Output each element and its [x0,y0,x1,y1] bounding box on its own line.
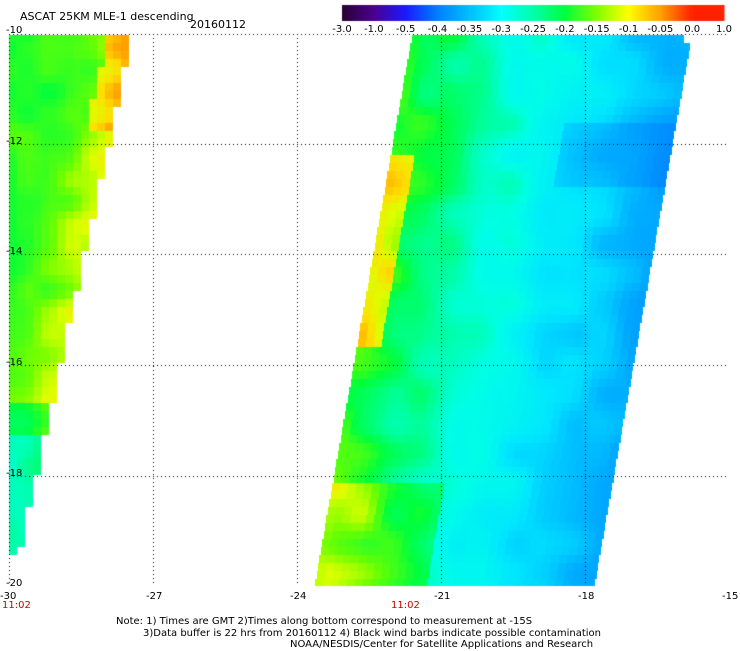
colorbar-label: -0.25 [520,24,546,35]
lat-label-10: -10 [6,25,23,36]
lon-label-15: -15 [722,591,739,602]
lon-label-24: -24 [290,591,307,602]
colorbar-label: -0.05 [647,24,674,35]
colorbar-label: -0.15 [583,24,610,35]
colorbar-label: -0.5 [395,24,416,35]
map-date: 20160112 [190,18,246,31]
swath2-time: 11:02 [391,600,420,611]
map-title: ASCAT 25KM MLE-1 descending [20,10,194,23]
lon-label-27: -27 [146,591,163,602]
lon-label-18: -18 [578,591,595,602]
colorbar-label: 0.0 [684,24,701,35]
colorbar-label: -0.3 [491,24,511,35]
swath1-time: 11:02 [2,600,31,611]
lat-label-14: -14 [6,246,23,257]
note-line-3: NOAA/NESDIS/Center for Satellite Applica… [290,639,594,650]
lat-label-20: -20 [6,578,23,589]
colorbar-label: -0.4 [427,24,448,35]
lon-label-30: -30 [0,591,17,602]
lat-label-12: -12 [6,136,23,147]
note-line-2: 3)Data buffer is 22 hrs from 20160112 4)… [143,628,601,639]
note-line-1: Note: 1) Times are GMT 2)Times along bot… [116,616,533,627]
colorbar-label: -0.1 [618,24,639,35]
colorbar-label: -3.0 [332,24,352,35]
colorbar-label: 1.0 [716,24,732,35]
lon-label-21: -21 [434,591,451,602]
colorbar-label: -1.0 [364,24,384,35]
lat-label-16: -16 [6,357,23,368]
colorbar-label: -0.35 [456,24,483,35]
lat-label-18: -18 [6,468,23,479]
colorbar-label: -0.2 [555,24,575,35]
